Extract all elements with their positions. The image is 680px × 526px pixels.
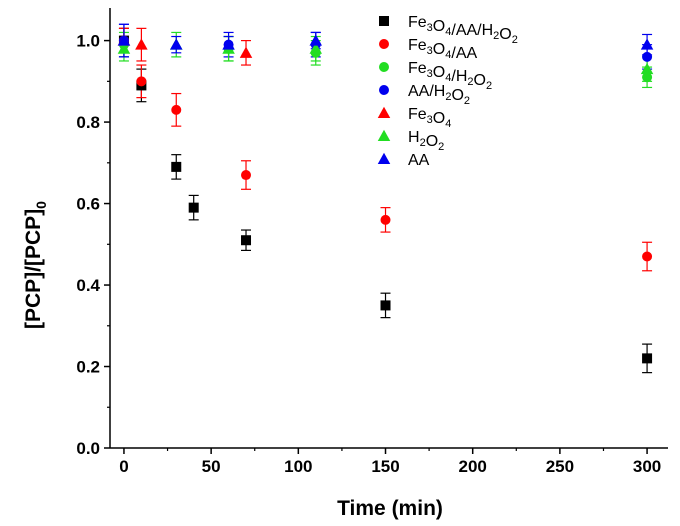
- x-axis-title: Time (min): [337, 497, 443, 520]
- data-point: [170, 38, 183, 50]
- legend-label: Fe3O4/AA/H2O2: [408, 14, 518, 46]
- legend-marker: [377, 152, 391, 164]
- data-point: [380, 300, 391, 311]
- data-point: [171, 161, 182, 172]
- legend-entry: H2O2: [377, 129, 444, 153]
- data-point: [135, 38, 148, 50]
- error-bars: [118, 23, 653, 374]
- x-tick-label: 200: [459, 457, 487, 476]
- legend-label: AA: [408, 152, 430, 169]
- y-tick-label: 0.6: [76, 195, 100, 214]
- y-tick-label: 0.8: [76, 113, 100, 132]
- data-point: [309, 34, 323, 46]
- x-tick-label: 250: [546, 457, 574, 476]
- legend: Fe3O4/AA/H2O2Fe3O4/AAFe3O4/H2O2AA/H2O2Fe…: [377, 14, 518, 169]
- x-tick-label: 300: [633, 457, 661, 476]
- legend-entry: AA: [377, 152, 430, 169]
- legend-entry: Fe3O4/AA: [379, 37, 477, 62]
- legend-label: Fe3O4: [408, 106, 451, 130]
- data-point: [241, 235, 252, 246]
- data-point: [640, 62, 654, 75]
- legend-entry: Fe3O4: [377, 106, 451, 130]
- y-tick-label: 0.2: [76, 358, 100, 377]
- legend-entry: Fe3O4/H2O2: [379, 60, 492, 92]
- y-tick-label: 0.0: [76, 439, 100, 458]
- legend-marker: [377, 129, 391, 141]
- data-point: [642, 51, 653, 62]
- data-markers: [117, 34, 654, 364]
- data-point: [642, 251, 653, 262]
- data-point: [642, 353, 653, 364]
- x-tick-label: 0: [119, 457, 128, 476]
- data-point: [380, 214, 391, 225]
- y-tick-label: 0.4: [76, 276, 100, 295]
- data-point: [188, 202, 199, 213]
- data-point: [117, 42, 131, 54]
- series-triangle-6: [117, 34, 654, 50]
- legend-label: AA/H2O2: [408, 83, 470, 107]
- legend-label: Fe3O4/AA: [408, 37, 477, 62]
- legend-entry: AA/H2O2: [379, 83, 470, 107]
- data-point: [642, 72, 653, 83]
- data-point: [309, 42, 323, 54]
- data-point: [117, 34, 131, 46]
- legend-label: Fe3O4/H2O2: [408, 60, 492, 92]
- axes: 0 50 100 150 200 250 300 0.0 0.2 0.4 0.6 0.8 1.0: [76, 8, 668, 476]
- y-axis-title: [PCP]/[PCP]0: [22, 201, 49, 329]
- legend-marker: [379, 16, 389, 26]
- x-tick-label: 150: [371, 457, 399, 476]
- x-tick-label: 50: [202, 457, 221, 476]
- legend-marker: [379, 62, 389, 72]
- y-tick-label: 1.0: [76, 32, 100, 51]
- data-point: [136, 76, 147, 87]
- data-point: [241, 170, 252, 181]
- legend-label: H2O2: [408, 129, 444, 153]
- data-point: [222, 38, 235, 50]
- legend-entry: Fe3O4/AA/H2O2: [379, 14, 518, 46]
- data-point: [640, 38, 654, 50]
- x-tick-label: 100: [284, 457, 312, 476]
- data-point: [171, 104, 182, 115]
- legend-marker: [379, 39, 389, 49]
- legend-marker: [379, 85, 389, 95]
- legend-marker: [377, 106, 391, 118]
- data-point: [239, 46, 253, 58]
